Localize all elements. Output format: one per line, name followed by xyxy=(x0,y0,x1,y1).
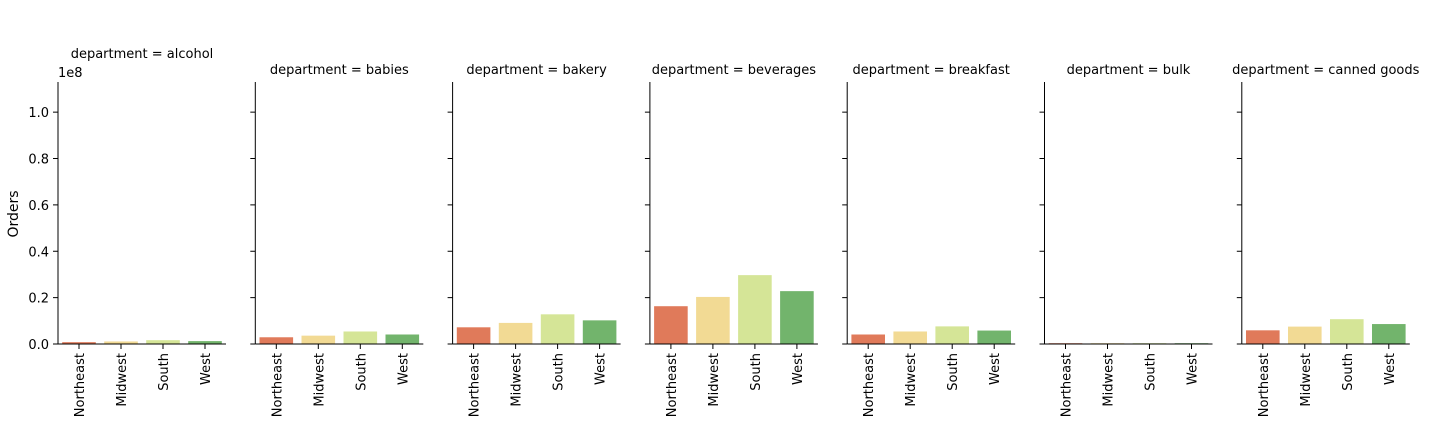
x-tick-label: West xyxy=(594,353,609,385)
facet-title: department = canned goods xyxy=(1232,63,1419,78)
x-tick-label: South xyxy=(1144,353,1159,391)
x-tick-label: West xyxy=(988,353,1003,385)
facet-title: department = babies xyxy=(270,63,409,78)
facet-panel: department = beverages Northeast Midwest So… xyxy=(644,63,818,417)
bar-south xyxy=(540,314,575,344)
facet-panels: department = alcohol 0.0 0.2 0.4 0.6 0.8 1.0 No… xyxy=(28,47,1419,417)
bar-west xyxy=(188,341,222,344)
x-tick-label: Midwest xyxy=(904,353,919,407)
x-tick-label: Northeast xyxy=(1060,353,1075,417)
bar-south xyxy=(146,340,180,344)
facet-panel: department = babies Northeast Midwest South… xyxy=(250,63,424,417)
y-tick-label: 0.6 xyxy=(28,199,49,214)
facet-title: department = beverages xyxy=(652,63,817,78)
bar-midwest xyxy=(696,296,730,344)
x-tick-label: Northeast xyxy=(665,353,680,417)
x-tick-label: Northeast xyxy=(73,353,88,417)
x-tick-label: West xyxy=(1186,353,1201,385)
facet-panel: department = bulk Northeast Midwest South We… xyxy=(1039,63,1213,417)
x-tick-label: South xyxy=(354,353,369,391)
bar-northeast xyxy=(654,306,688,344)
x-tick-label: West xyxy=(396,353,411,385)
x-tick-label: Midwest xyxy=(1102,353,1117,407)
x-tick-label: South xyxy=(552,353,567,391)
bar-midwest xyxy=(893,331,927,344)
bar-west xyxy=(582,320,617,344)
bar-northeast xyxy=(62,342,96,344)
bar-south xyxy=(343,331,378,344)
bar-midwest xyxy=(498,322,533,344)
bar-south xyxy=(1330,319,1364,344)
x-tick-label: Northeast xyxy=(270,353,285,417)
bar-northeast xyxy=(456,327,491,344)
x-tick-label: South xyxy=(946,353,961,391)
bar-midwest xyxy=(1288,326,1322,344)
x-tick-label: South xyxy=(1341,353,1356,391)
y-tick-label: 0.2 xyxy=(28,292,49,307)
facet-title: department = breakfast xyxy=(853,63,1010,78)
bar-northeast xyxy=(1246,330,1280,344)
facet-panel: department = breakfast Northeast Midwest So… xyxy=(842,63,1016,417)
facet-panel: department = alcohol 0.0 0.2 0.4 0.6 0.8 1.0 No… xyxy=(28,47,226,417)
facet-title: department = bakery xyxy=(466,63,607,78)
x-tick-label: South xyxy=(749,353,764,391)
bar-northeast xyxy=(851,334,885,344)
bar-west xyxy=(385,334,420,344)
x-tick-label: Midwest xyxy=(1299,353,1314,407)
y-tick-label: 0.8 xyxy=(28,153,49,168)
bar-midwest xyxy=(104,341,138,344)
x-tick-label: Midwest xyxy=(115,353,130,407)
x-tick-label: West xyxy=(791,353,806,385)
facet-title: department = bulk xyxy=(1067,63,1191,78)
y-tick-label: 1.0 xyxy=(28,106,49,121)
facet-panel: department = bakery Northeast Midwest South… xyxy=(447,63,621,417)
y-tick-label: 0.0 xyxy=(28,338,49,353)
x-tick-label: West xyxy=(1383,353,1398,385)
y-tick-label: 0.4 xyxy=(28,245,49,260)
bar-midwest xyxy=(301,335,336,344)
bar-south xyxy=(738,275,772,344)
x-tick-label: Northeast xyxy=(1257,353,1272,417)
x-tick-label: West xyxy=(199,353,214,385)
facet-title: department = alcohol xyxy=(71,47,214,62)
y-scale-offset-label: 1e8 xyxy=(58,66,83,81)
bar-northeast xyxy=(259,337,294,344)
x-tick-label: South xyxy=(157,353,172,391)
bar-west xyxy=(977,330,1011,344)
bar-west xyxy=(1372,324,1406,344)
bar-west xyxy=(780,291,814,344)
bar-south xyxy=(935,326,969,344)
facet-panel: department = canned goods Northeast Midwes… xyxy=(1232,63,1419,417)
x-tick-label: Northeast xyxy=(862,353,877,417)
x-tick-label: Midwest xyxy=(707,353,722,407)
x-tick-label: Northeast xyxy=(468,353,483,417)
x-tick-label: Midwest xyxy=(312,353,327,407)
y-axis-label: Orders xyxy=(6,190,22,237)
x-tick-label: Midwest xyxy=(510,353,525,407)
